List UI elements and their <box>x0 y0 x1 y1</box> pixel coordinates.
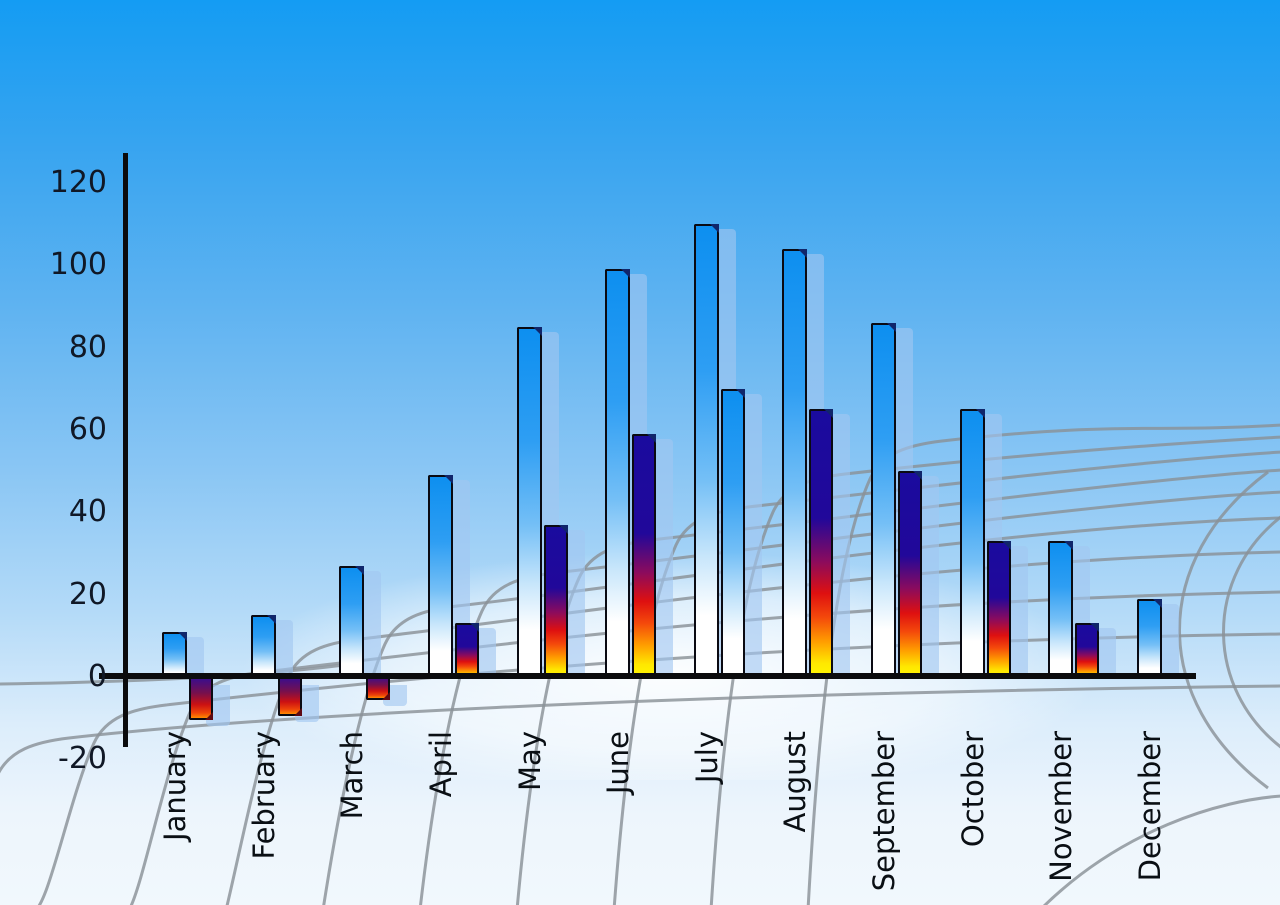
y-tick-label: 40 <box>68 494 107 529</box>
bar-secondary-may <box>544 525 568 679</box>
bar-main-november <box>1048 541 1073 679</box>
bar-bevel-edge <box>470 623 479 632</box>
grid-curve <box>1043 794 1280 905</box>
bar-bevel-edge <box>1153 599 1162 608</box>
month-label: December <box>1133 731 1167 882</box>
grid-curve <box>1178 470 1269 790</box>
bar-main-july <box>694 224 719 679</box>
x-axis-line <box>99 673 1196 679</box>
bar-bevel-edge <box>294 708 302 716</box>
grid-curve <box>0 684 1280 774</box>
bar-secondary-october <box>987 541 1011 679</box>
month-label: September <box>867 731 901 892</box>
bar-secondary-march <box>366 676 390 700</box>
bar-secondary-june <box>632 434 656 679</box>
month-label: April <box>424 731 458 798</box>
y-tick-label: 60 <box>68 412 107 447</box>
bar-bevel-edge <box>913 471 922 480</box>
month-label: August <box>778 731 812 833</box>
bar-secondary-july <box>721 389 745 679</box>
y-tick-label: -20 <box>58 741 107 776</box>
y-tick-label: 20 <box>68 577 107 612</box>
bar-secondary-september <box>898 471 922 679</box>
bar-main-december <box>1137 599 1162 679</box>
bar-bevel-edge <box>382 692 390 700</box>
bar-bevel-edge <box>178 632 187 641</box>
bar-bevel-edge <box>559 525 568 534</box>
bar-bevel-edge <box>533 327 542 336</box>
bar-bevel-edge <box>824 409 833 418</box>
bar-secondary-february <box>278 676 302 716</box>
bar-bevel-edge <box>1090 623 1099 632</box>
bar-bevel-edge <box>798 249 807 258</box>
bar-main-august <box>782 249 807 679</box>
month-label: January <box>158 731 192 841</box>
month-label: November <box>1044 731 1078 882</box>
month-label: October <box>956 731 990 848</box>
bar-secondary-april <box>455 623 479 679</box>
month-label: June <box>601 731 635 795</box>
bar-bevel-edge <box>205 712 213 720</box>
bar-bevel-edge <box>976 409 985 418</box>
month-label: March <box>335 731 369 820</box>
bar-bevel-edge <box>710 224 719 233</box>
bar-main-september <box>871 323 896 679</box>
bar-main-may <box>517 327 542 679</box>
bar-bevel-edge <box>736 389 745 398</box>
bar-bevel-edge <box>621 269 630 278</box>
bar-secondary-november <box>1075 623 1099 679</box>
bar-main-october <box>960 409 985 679</box>
y-axis-line <box>123 153 128 747</box>
bar-bevel-edge <box>355 566 364 575</box>
bar-main-february <box>251 615 276 679</box>
bar-bevel-edge <box>1002 541 1011 550</box>
bar-main-january <box>162 632 187 679</box>
month-label: July <box>690 731 724 784</box>
bar-bevel-edge <box>444 475 453 484</box>
bar-bevel-edge <box>887 323 896 332</box>
bar-bevel-edge <box>1064 541 1073 550</box>
month-label: February <box>247 731 281 860</box>
bar-secondary-january <box>189 676 213 720</box>
bar-bevel-edge <box>267 615 276 624</box>
y-tick-label: 0 <box>87 659 107 694</box>
y-tick-label: 100 <box>49 247 107 282</box>
bar-main-march <box>339 566 364 679</box>
y-tick-label: 80 <box>68 330 107 365</box>
grid-curve <box>1222 515 1280 749</box>
bar-main-june <box>605 269 630 679</box>
bar-secondary-august <box>809 409 833 679</box>
month-label: May <box>513 731 547 791</box>
bar-main-april <box>428 475 453 679</box>
y-tick-label: 120 <box>49 165 107 200</box>
bar-bevel-edge <box>647 434 656 443</box>
